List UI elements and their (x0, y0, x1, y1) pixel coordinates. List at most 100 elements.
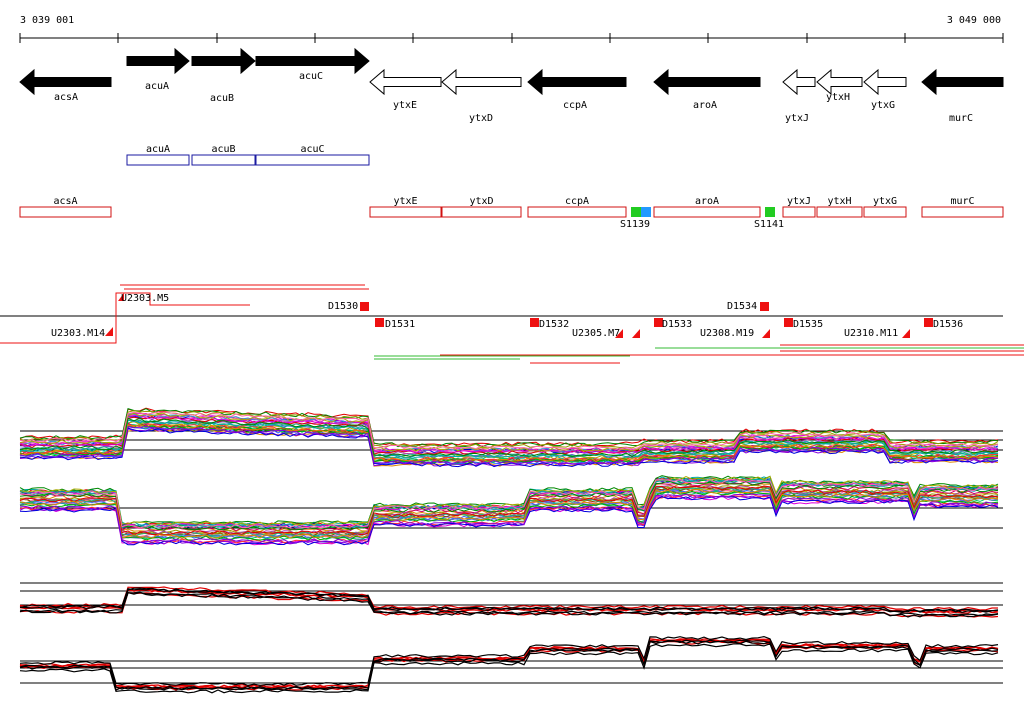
transcript-label: ytxH (827, 196, 851, 207)
gene-label: ccpA (563, 100, 587, 111)
probe-label: D1530 (328, 301, 358, 312)
gene-arrow[interactable] (782, 68, 816, 96)
operon-label: acuB (211, 144, 235, 155)
probe-marker[interactable] (924, 318, 933, 327)
start-coordinate: 3 039 001 (20, 15, 74, 26)
transcript-box[interactable] (816, 206, 863, 218)
gene-arrow[interactable] (369, 68, 442, 96)
transcript-box[interactable] (441, 206, 522, 218)
probe-triangle (615, 329, 623, 338)
transcript-label: murC (950, 196, 974, 207)
upstream-label: U2303.M5 (121, 293, 169, 304)
site-marker[interactable] (641, 207, 651, 217)
expression-trace (19, 475, 999, 527)
gene-arrow[interactable] (816, 68, 863, 96)
probe-marker[interactable] (360, 302, 369, 311)
gene-arrow[interactable] (441, 68, 522, 96)
site-marker[interactable] (631, 207, 641, 217)
expression-trace (19, 493, 999, 544)
gene-arrow[interactable] (19, 68, 112, 96)
gene-arrow[interactable] (255, 47, 370, 75)
gene-label: ytxE (393, 100, 417, 111)
operon-label: acuA (146, 144, 170, 155)
gene-label: ytxJ (785, 113, 809, 124)
end-coordinate: 3 049 000 (947, 15, 1001, 26)
gene-label: acuA (145, 81, 169, 92)
expression-trace (19, 639, 999, 690)
expression-trace (19, 478, 999, 529)
operon-track: acuA acuB acuC (126, 144, 370, 166)
expression-trace (19, 478, 999, 529)
probe-triangle (632, 329, 640, 338)
gene-arrow[interactable] (921, 68, 1004, 96)
probe-marker[interactable] (530, 318, 539, 327)
transcript-box[interactable] (527, 206, 627, 218)
expression-trace (19, 417, 999, 458)
gene-label: murC (949, 113, 973, 124)
probe-marker[interactable] (654, 318, 663, 327)
upstream-label: U2310.M11 (844, 328, 898, 339)
expression-trace (19, 480, 999, 531)
probe-label: D1533 (662, 319, 692, 330)
expression-trace (19, 640, 999, 691)
expression-trace (19, 423, 999, 463)
probe-marker[interactable] (784, 318, 793, 327)
gene-arrow[interactable] (191, 47, 256, 75)
transcript-label: acsA (53, 196, 77, 207)
probe-marker[interactable] (375, 318, 384, 327)
expression-trace (19, 493, 999, 544)
expression-trace (19, 643, 999, 694)
transcript-box[interactable] (863, 206, 907, 218)
gene-label: acsA (54, 92, 78, 103)
gene-label: ytxG (871, 100, 895, 111)
expression-trace (19, 588, 999, 614)
expression-trace (19, 414, 999, 454)
transcript-box[interactable] (921, 206, 1004, 218)
expression-trace (19, 485, 999, 536)
probe-label: D1532 (539, 319, 569, 330)
upstream-label: U2308.M19 (700, 328, 754, 339)
site-label: S1141 (754, 219, 784, 230)
expression-trace (19, 635, 999, 687)
expression-trace (19, 591, 999, 618)
operon-box[interactable] (255, 154, 370, 166)
site-label: S1139 (620, 219, 650, 230)
expression-trace (19, 407, 999, 448)
transcript-track: acsA ytxE ytxD ccpA aroA ytxJ ytxH ytxG murC S113… (19, 196, 1004, 230)
expression-trace (19, 591, 999, 617)
gene-label: aroA (693, 100, 717, 111)
upstream-label: U2305.M7 (572, 328, 620, 339)
transcript-box[interactable] (782, 206, 816, 218)
gene-arrow[interactable] (126, 47, 190, 75)
site-marker[interactable] (765, 207, 775, 217)
gene-arrow[interactable] (863, 68, 907, 96)
coordinate-ruler: 3 039 001 3 049 000 (19, 15, 1004, 43)
expression-panel-bottom (19, 582, 1003, 694)
expression-trace (19, 427, 999, 467)
probe-label: D1535 (793, 319, 823, 330)
expression-panel-top (19, 407, 1003, 546)
gene-label: ytxD (469, 113, 493, 124)
operon-box[interactable] (191, 154, 256, 166)
gene-arrow[interactable] (653, 68, 761, 96)
probe-marker[interactable] (760, 302, 769, 311)
probe-label: D1536 (933, 319, 963, 330)
probe-triangle (105, 327, 113, 336)
operon-box[interactable] (126, 154, 190, 166)
transcript-label: ytxD (469, 196, 493, 207)
expression-trace (19, 588, 999, 614)
gene-arrow[interactable] (527, 68, 627, 96)
transcript-label: ccpA (565, 196, 589, 207)
transcript-box[interactable] (653, 206, 761, 218)
expression-trace (19, 488, 999, 539)
gene-label: acuC (299, 71, 323, 82)
probe-triangle (902, 329, 910, 338)
transcript-box[interactable] (369, 206, 442, 218)
operon-label: acuC (300, 144, 324, 155)
expression-trace (19, 490, 999, 541)
transcript-box[interactable] (19, 206, 112, 218)
expression-trace (19, 427, 999, 468)
gene-label: acuB (210, 93, 234, 104)
gene-label: ytxH (826, 92, 850, 103)
